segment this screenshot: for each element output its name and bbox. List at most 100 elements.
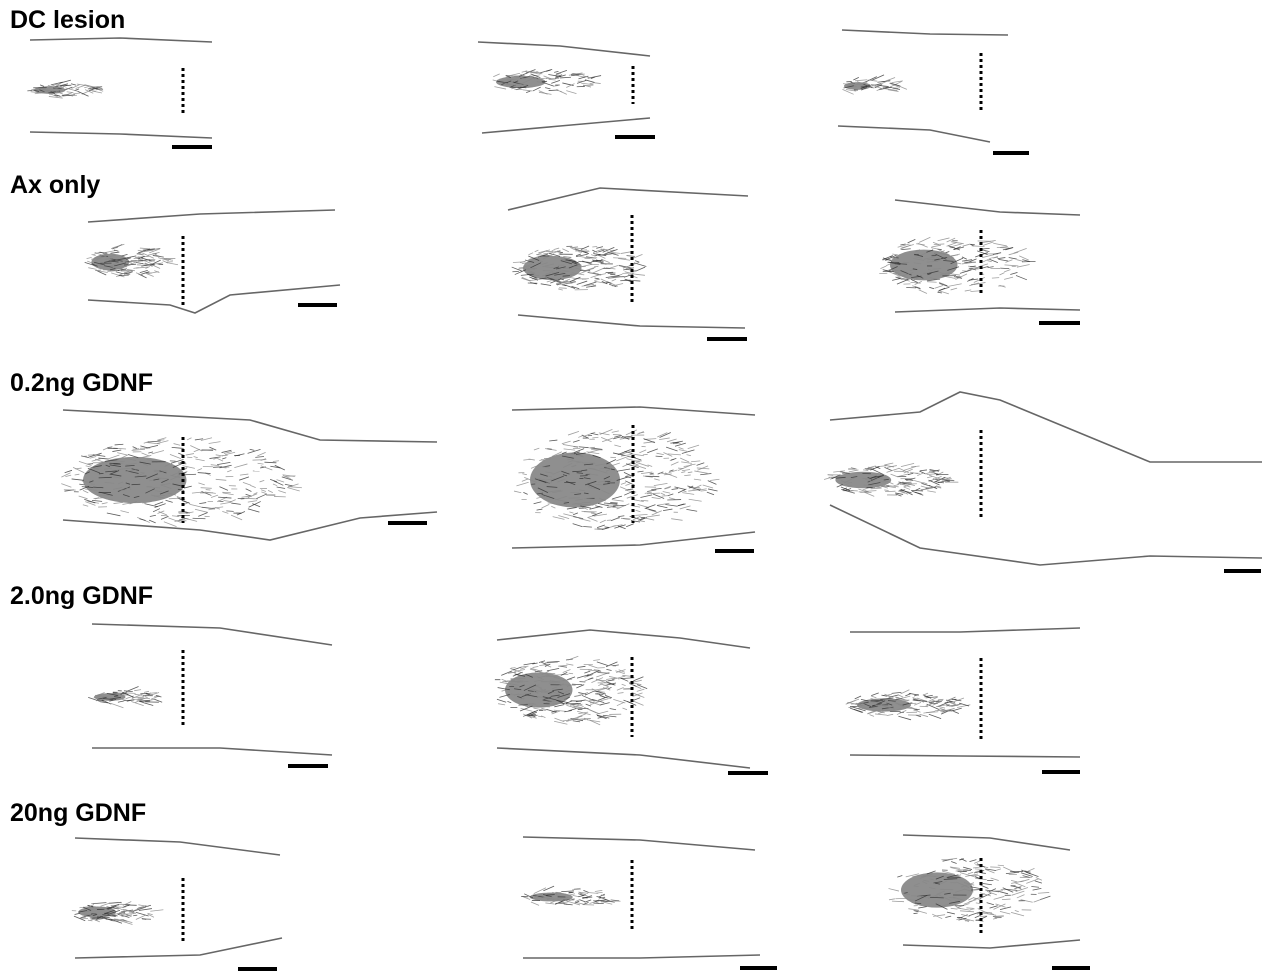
fiber bbox=[102, 503, 108, 504]
fiber bbox=[148, 441, 160, 442]
fiber bbox=[997, 248, 1009, 249]
fiber bbox=[1000, 268, 1009, 269]
fiber bbox=[635, 261, 639, 263]
fiber bbox=[561, 891, 574, 892]
fiber bbox=[152, 265, 160, 268]
fiber bbox=[929, 714, 941, 718]
fiber bbox=[124, 905, 130, 906]
fiber bbox=[871, 696, 876, 698]
fiber bbox=[625, 484, 629, 486]
fiber bbox=[678, 504, 686, 506]
fiber bbox=[240, 474, 248, 475]
fiber bbox=[573, 895, 579, 896]
fiber bbox=[576, 685, 584, 688]
fiber bbox=[953, 711, 959, 713]
fiber bbox=[948, 877, 961, 878]
fiber bbox=[672, 489, 679, 490]
fiber bbox=[643, 454, 648, 455]
row-label: Ax only bbox=[10, 171, 100, 199]
fiber bbox=[593, 660, 600, 661]
fiber bbox=[172, 447, 184, 448]
tracing-panel bbox=[824, 392, 1262, 571]
fiber bbox=[968, 872, 973, 874]
fiber bbox=[59, 80, 70, 83]
fiber bbox=[880, 85, 889, 86]
fiber bbox=[556, 70, 567, 74]
fiber bbox=[569, 512, 573, 513]
fiber bbox=[494, 87, 506, 89]
fiber bbox=[610, 708, 616, 709]
fiber bbox=[987, 903, 994, 905]
fiber bbox=[554, 721, 567, 724]
fiber bbox=[646, 518, 654, 520]
fiber bbox=[617, 504, 630, 509]
fiber bbox=[543, 252, 553, 253]
fiber bbox=[597, 673, 609, 674]
fiber bbox=[681, 462, 692, 463]
row-label: 0.2ng GDNF bbox=[10, 369, 153, 397]
fiber bbox=[591, 433, 599, 435]
fiber bbox=[115, 444, 124, 445]
fiber bbox=[547, 281, 552, 282]
fiber bbox=[197, 468, 202, 470]
fiber bbox=[951, 862, 956, 864]
fiber bbox=[498, 704, 505, 705]
fiber bbox=[231, 515, 242, 520]
tracing-panel bbox=[508, 188, 748, 339]
fiber bbox=[511, 668, 516, 669]
fiber bbox=[703, 485, 713, 488]
fiber bbox=[1011, 880, 1017, 881]
fiber bbox=[864, 492, 874, 496]
tracing-panel bbox=[85, 210, 340, 313]
fiber bbox=[584, 671, 590, 673]
fiber bbox=[923, 693, 928, 695]
fiber bbox=[606, 669, 611, 670]
fiber bbox=[566, 91, 576, 94]
fiber bbox=[590, 264, 599, 265]
fiber bbox=[198, 483, 204, 485]
fiber bbox=[1004, 265, 1018, 266]
fiber bbox=[558, 665, 567, 666]
fiber bbox=[947, 912, 955, 914]
fiber bbox=[220, 502, 231, 504]
fiber bbox=[666, 447, 677, 451]
fiber bbox=[507, 701, 511, 702]
tracing-panel bbox=[61, 410, 437, 540]
fiber bbox=[166, 500, 173, 502]
tissue-outline bbox=[850, 628, 1080, 632]
fiber bbox=[568, 708, 576, 710]
fiber bbox=[635, 267, 645, 271]
fiber bbox=[824, 478, 830, 480]
fiber bbox=[277, 480, 285, 482]
tissue-outline bbox=[30, 38, 212, 42]
fiber bbox=[671, 519, 682, 521]
fiber bbox=[1000, 907, 1011, 910]
fiber bbox=[651, 488, 661, 489]
fiber bbox=[998, 891, 1008, 893]
fiber bbox=[637, 685, 647, 689]
fiber bbox=[75, 468, 81, 469]
fiber bbox=[208, 509, 215, 510]
fiber bbox=[612, 431, 619, 433]
fiber bbox=[551, 80, 560, 83]
fiber bbox=[601, 437, 611, 441]
fiber bbox=[617, 688, 624, 691]
fiber bbox=[593, 268, 605, 274]
fiber bbox=[549, 90, 559, 91]
fiber bbox=[1035, 881, 1042, 883]
fiber bbox=[75, 474, 80, 475]
fiber bbox=[195, 459, 204, 461]
fiber bbox=[993, 918, 997, 919]
fiber bbox=[256, 494, 266, 499]
fiber bbox=[632, 274, 645, 276]
fiber bbox=[287, 488, 300, 491]
fiber bbox=[164, 522, 177, 527]
fiber bbox=[562, 249, 568, 252]
fiber bbox=[531, 902, 539, 905]
fiber bbox=[609, 676, 617, 678]
tissue-outline bbox=[497, 630, 750, 648]
fiber bbox=[938, 706, 945, 708]
tissue-outline bbox=[512, 532, 755, 548]
fiber bbox=[584, 707, 596, 712]
fiber bbox=[687, 455, 691, 456]
